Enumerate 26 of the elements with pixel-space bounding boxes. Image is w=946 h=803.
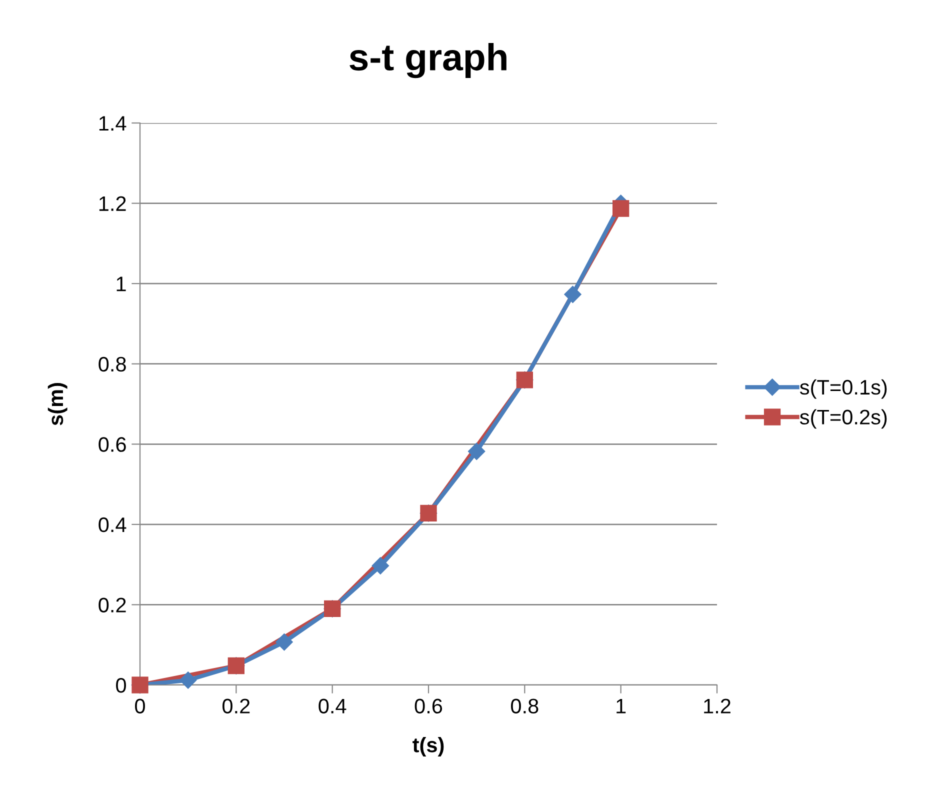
point — [468, 442, 486, 460]
point — [564, 286, 582, 303]
point — [276, 633, 293, 651]
y-tick-label: 1 — [116, 276, 126, 292]
x-tick-label: 0 — [135, 698, 145, 714]
x-tick-label: 0.8 — [511, 698, 538, 714]
point — [612, 200, 630, 217]
y-tick-label: 0.4 — [98, 517, 126, 532]
legend-label: s(T=0.2s) — [800, 409, 887, 429]
point — [180, 672, 197, 689]
x-tick-label: 0.6 — [414, 698, 442, 714]
legend-label: s(T=0.1s) — [800, 379, 887, 399]
y-tick-label: 1.4 — [99, 116, 126, 131]
y-tick-label: 0 — [116, 678, 126, 693]
point — [372, 557, 389, 574]
x-tick-label: 1.2 — [704, 698, 730, 714]
x-tick-label: 0.2 — [222, 698, 250, 714]
x-axis-title: t(s) — [412, 737, 444, 756]
y-tick-label: 0.8 — [98, 356, 126, 372]
y-axis-title: s(m) — [48, 383, 68, 426]
y-tick-label: 0.6 — [98, 437, 126, 452]
y-tick-label: 1.2 — [99, 196, 126, 211]
x-tick-label: 0.4 — [318, 698, 346, 714]
chart-title: s-t graph — [350, 43, 506, 78]
y-tick-label: 0.2 — [98, 598, 126, 612]
x-tick-label: 1 — [616, 698, 626, 714]
